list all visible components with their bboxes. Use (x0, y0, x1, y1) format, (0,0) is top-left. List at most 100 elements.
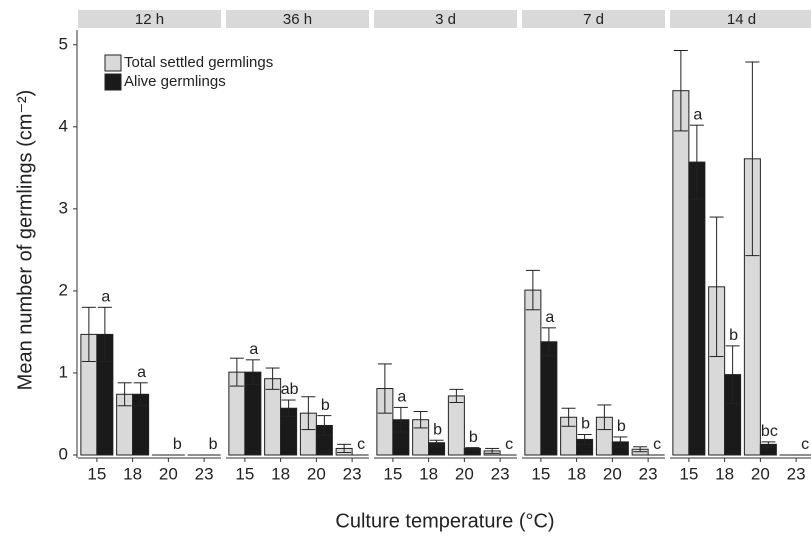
x-tick-label: 20 (159, 464, 178, 483)
error-bar (709, 216, 724, 358)
significance-letter: a (545, 309, 554, 326)
x-tick-label: 18 (123, 464, 142, 483)
bar (672, 90, 690, 456)
significance-letter: b (729, 327, 738, 344)
error-bar (229, 357, 244, 387)
significance-letter: b (433, 421, 442, 438)
x-tick-label: 23 (343, 464, 362, 483)
error-bar (81, 306, 96, 362)
x-tick-label: 15 (87, 464, 106, 483)
error-bar (265, 367, 280, 390)
x-axis-title: Culture temperature (°C) (335, 510, 554, 532)
error-bar (281, 399, 296, 417)
x-tick-label: 23 (787, 464, 806, 483)
legend-label: Alive germlings (124, 73, 226, 90)
significance-letter: bc (761, 423, 778, 440)
error-bar (413, 411, 428, 429)
x-tick-label: 23 (491, 464, 510, 483)
error-bar (597, 404, 612, 431)
error-bar (633, 446, 648, 453)
strip-label: 3 d (435, 11, 456, 28)
x-tick-label: 18 (715, 464, 734, 483)
significance-letter: b (321, 397, 330, 414)
strip-label: 7 d (583, 11, 604, 28)
error-bar (337, 443, 352, 454)
legend-key (104, 54, 122, 72)
significance-letter: b (617, 418, 626, 435)
error-bar (541, 327, 556, 357)
bar (540, 341, 558, 456)
x-tick-label: 15 (531, 464, 550, 483)
error-bar (485, 447, 500, 454)
error-bar (245, 359, 260, 385)
error-bar (97, 306, 112, 362)
bar (688, 161, 706, 456)
error-bar (377, 363, 392, 414)
significance-letter: b (173, 436, 182, 453)
significance-letter: b (209, 436, 218, 453)
bar (524, 289, 542, 456)
significance-letter: ab (281, 381, 299, 398)
significance-letter: c (357, 436, 365, 453)
legend-label: Total settled germlings (124, 54, 273, 71)
error-bar (725, 345, 740, 404)
strip (374, 10, 517, 28)
error-bar (465, 447, 480, 450)
strip (226, 10, 369, 28)
x-tick-label: 15 (679, 464, 698, 483)
significance-letter: c (801, 436, 809, 453)
error-bar (525, 269, 540, 311)
x-tick-label: 20 (307, 464, 326, 483)
strip (78, 10, 221, 28)
significance-letter: c (653, 436, 661, 453)
x-tick-label: 23 (195, 464, 214, 483)
significance-letter: b (469, 429, 478, 446)
y-tick-label: 0 (59, 444, 68, 463)
strip (670, 10, 811, 28)
error-bar (745, 61, 760, 257)
error-bar (317, 415, 332, 436)
error-bar (133, 382, 148, 407)
error-bar (613, 436, 628, 448)
y-tick-label: 4 (59, 116, 68, 135)
y-tick-label: 1 (59, 362, 68, 381)
error-bar (117, 382, 132, 407)
x-tick-label: 23 (639, 464, 658, 483)
significance-letter: a (137, 364, 146, 381)
bar (447, 395, 465, 456)
y-axis-title: Mean number of germlings (cm⁻²) (14, 90, 36, 391)
x-tick-label: 15 (235, 464, 254, 483)
error-bar (449, 388, 464, 403)
x-tick-label: 20 (455, 464, 474, 483)
significance-letter: a (693, 106, 702, 123)
significance-letter: c (505, 436, 513, 453)
error-bar (761, 441, 776, 448)
bar (264, 378, 282, 456)
error-bar (673, 50, 688, 132)
legend-key (104, 73, 122, 91)
y-tick-label: 3 (59, 198, 68, 217)
error-bar (393, 406, 408, 433)
significance-letter: b (581, 416, 590, 433)
error-bar (429, 439, 444, 446)
significance-letter: a (249, 341, 258, 358)
x-tick-label: 15 (383, 464, 402, 483)
x-tick-label: 18 (567, 464, 586, 483)
x-tick-label: 20 (603, 464, 622, 483)
strip-label: 14 d (727, 11, 756, 28)
x-tick-label: 18 (271, 464, 290, 483)
error-bar (301, 396, 316, 431)
y-tick-label: 5 (59, 34, 68, 53)
y-tick-label: 2 (59, 280, 68, 299)
strip-label: 12 h (135, 11, 164, 28)
strip-label: 36 h (283, 11, 312, 28)
x-tick-label: 18 (419, 464, 438, 483)
x-tick-label: 20 (751, 464, 770, 483)
significance-letter: a (101, 289, 110, 306)
strip (522, 10, 665, 28)
error-bar (577, 433, 592, 445)
significance-letter: a (397, 389, 406, 406)
error-bar (561, 407, 576, 427)
error-bar (689, 124, 704, 200)
